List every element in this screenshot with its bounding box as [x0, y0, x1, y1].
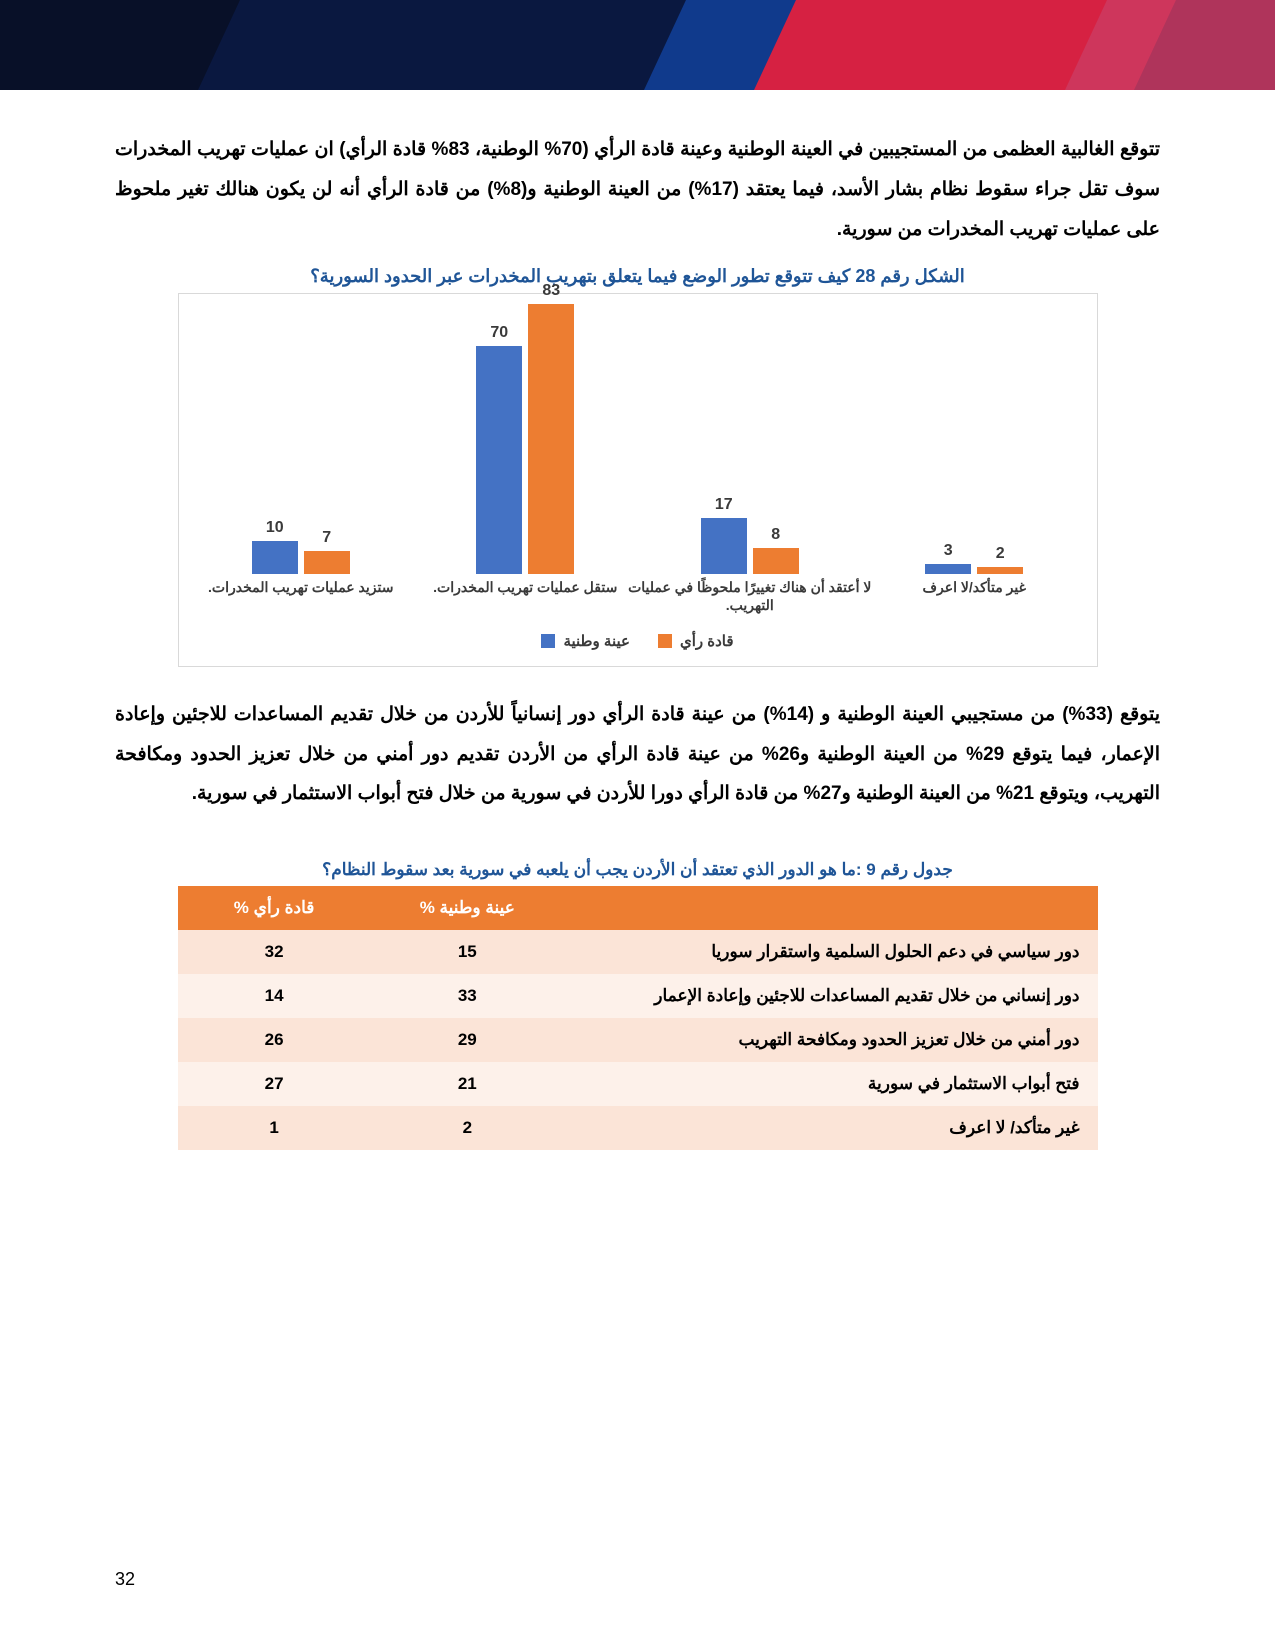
chart-bar-value: 83 [542, 282, 560, 300]
table-cell: 2 [371, 1106, 564, 1150]
chart-figure-28: 107ستزيد عمليات تهريب المخدرات.7083ستقل … [178, 293, 1098, 667]
table-row: دور إنساني من خلال تقديم المساعدات للاجئ… [178, 974, 1098, 1018]
header-decorative-band [0, 0, 1275, 90]
chart-bar-pair: 178 [638, 304, 863, 574]
chart-legend: قادة رأي عينة وطنية [189, 632, 1087, 650]
chart-category-label: لا أعتقد أن هناك تغييرًا ملحوظًا في عملي… [628, 578, 873, 624]
chart-group: 7083ستقل عمليات تهريب المخدرات. [413, 304, 638, 624]
table-cell: 21 [371, 1062, 564, 1106]
chart-bar: 10 [252, 541, 298, 574]
table-row: دور أمني من خلال تعزيز الحدود ومكافحة ال… [178, 1018, 1098, 1062]
legend-item: قادة رأي [658, 632, 734, 650]
chart-bar-value: 8 [771, 526, 780, 544]
chart-bar-value: 2 [996, 545, 1005, 563]
chart-category-label: ستزيد عمليات تهريب المخدرات. [179, 578, 424, 624]
table-cell: 27 [178, 1062, 371, 1106]
table-cell: فتح أبواب الاستثمار في سورية [564, 1062, 1098, 1106]
chart-bar-value: 3 [944, 542, 953, 560]
chart-bar-value: 10 [266, 519, 284, 537]
table-title: جدول رقم 9 :ما هو الدور الذي تعتقد أن ال… [115, 860, 1160, 880]
chart-bar: 70 [476, 346, 522, 574]
table-row: دور سياسي في دعم الحلول السلمية واستقرار… [178, 930, 1098, 974]
table-cell: 15 [371, 930, 564, 974]
table-cell: 32 [178, 930, 371, 974]
table-row: غير متأكد/ لا اعرف21 [178, 1106, 1098, 1150]
decorative-shape [0, 0, 249, 90]
legend-label: عينة وطنية [563, 632, 630, 650]
page-content: تتوقع الغالبية العظمى من المستجيبين في ا… [0, 90, 1275, 1150]
table-cell: 14 [178, 974, 371, 1018]
chart-bar-pair: 32 [862, 304, 1087, 574]
chart-bar: 83 [528, 304, 574, 574]
chart-plot-area: 107ستزيد عمليات تهريب المخدرات.7083ستقل … [189, 304, 1087, 624]
table-9: عينة وطنية %قادة رأي % دور سياسي في دعم … [178, 886, 1098, 1150]
paragraph-2: يتوقع (33%) من مستجيبي العينة الوطنية و … [115, 695, 1160, 815]
table-row: فتح أبواب الاستثمار في سورية2127 [178, 1062, 1098, 1106]
chart-bar-pair: 7083 [413, 304, 638, 574]
chart-category-label: ستقل عمليات تهريب المخدرات. [403, 578, 648, 624]
table-cell: دور إنساني من خلال تقديم المساعدات للاجئ… [564, 974, 1098, 1018]
table-cell: 33 [371, 974, 564, 1018]
chart-group: 178لا أعتقد أن هناك تغييرًا ملحوظًا في ع… [638, 304, 863, 624]
table-cell: 1 [178, 1106, 371, 1150]
legend-label: قادة رأي [680, 632, 734, 650]
table-cell: غير متأكد/ لا اعرف [564, 1106, 1098, 1150]
chart-bar: 8 [753, 548, 799, 574]
chart-bar: 3 [925, 564, 971, 574]
chart-bar-value: 70 [490, 324, 508, 342]
table-header-row: عينة وطنية %قادة رأي % [178, 886, 1098, 930]
legend-swatch [541, 634, 555, 648]
chart-bar: 2 [977, 567, 1023, 574]
table-body: دور سياسي في دعم الحلول السلمية واستقرار… [178, 930, 1098, 1150]
chart-group: 107ستزيد عمليات تهريب المخدرات. [189, 304, 414, 624]
table-cell: 29 [371, 1018, 564, 1062]
chart-bar-pair: 10 7 [189, 304, 414, 574]
legend-swatch [658, 634, 672, 648]
legend-item: عينة وطنية [541, 632, 630, 650]
table-header-cell: عينة وطنية % [371, 886, 564, 930]
table-header-cell [564, 886, 1098, 930]
chart-bar: 17 [701, 518, 747, 573]
chart-bar-value: 17 [715, 496, 733, 514]
paragraph-1: تتوقع الغالبية العظمى من المستجيبين في ا… [115, 130, 1160, 250]
table-cell: 26 [178, 1018, 371, 1062]
table-cell: دور أمني من خلال تعزيز الحدود ومكافحة ال… [564, 1018, 1098, 1062]
chart-category-label: غير متأكد/لا اعرف [852, 578, 1097, 624]
chart-title: الشكل رقم 28 كيف تتوقع تطور الوضع فيما ي… [115, 266, 1160, 287]
chart-bar: 7 [304, 551, 350, 574]
chart-group: 32غير متأكد/لا اعرف [862, 304, 1087, 624]
table-header-cell: قادة رأي % [178, 886, 371, 930]
chart-bar-value: 7 [322, 529, 331, 547]
table-cell: دور سياسي في دعم الحلول السلمية واستقرار… [564, 930, 1098, 974]
page-number: 32 [115, 1569, 135, 1590]
